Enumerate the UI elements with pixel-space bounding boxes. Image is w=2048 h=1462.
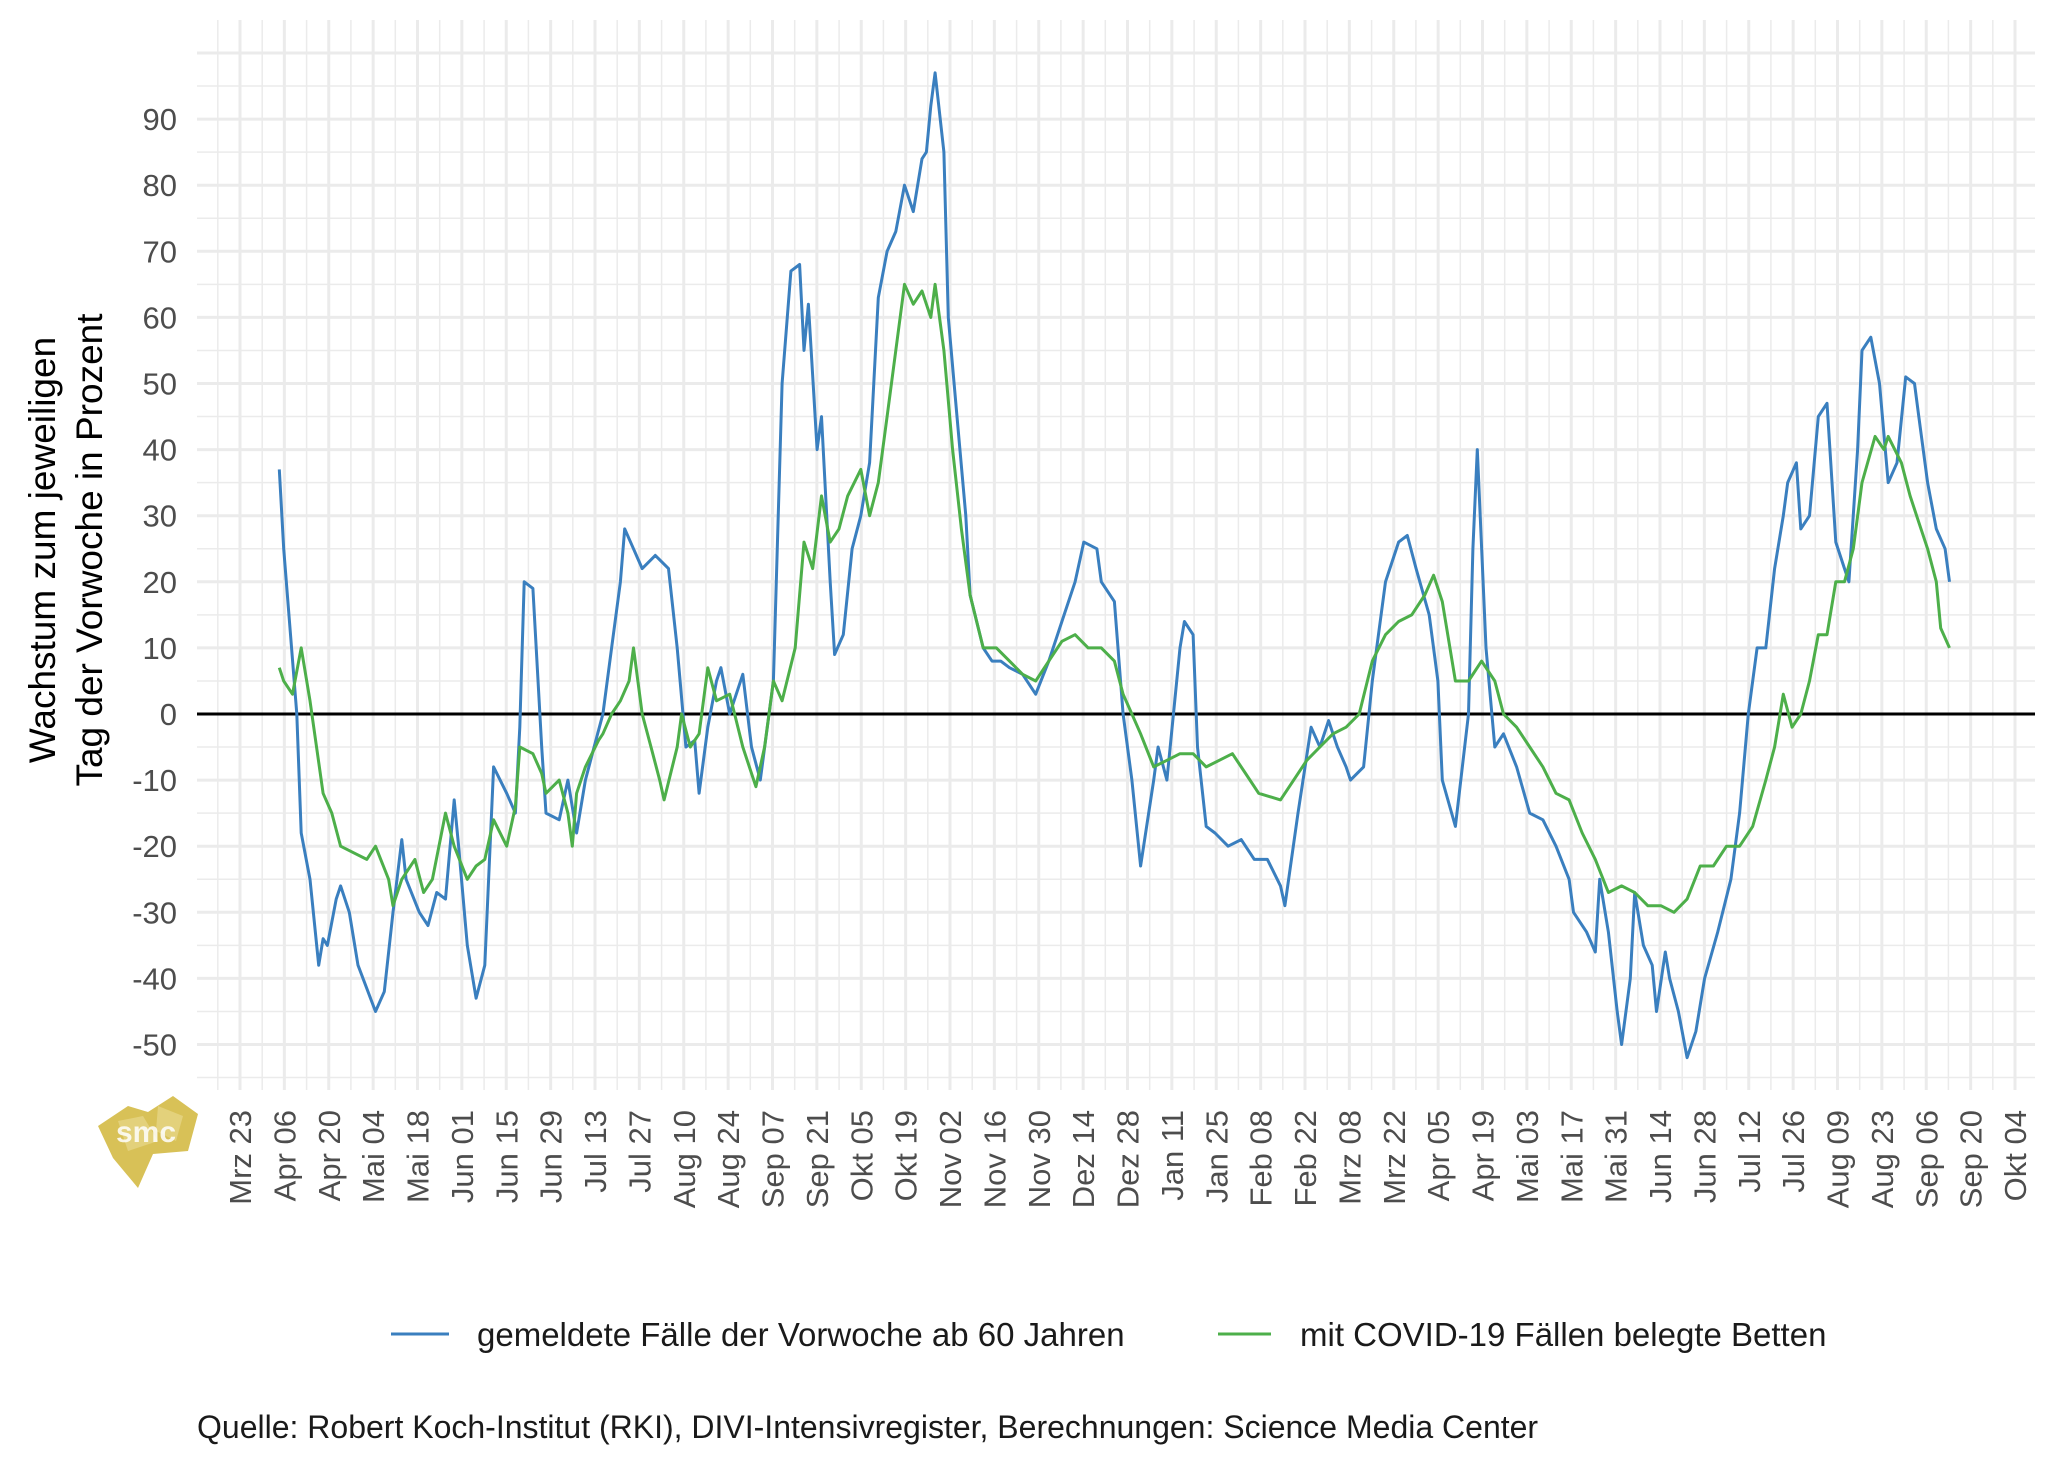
x-tick-label: Aug 24 [711, 1110, 746, 1208]
y-tick-label: 40 [143, 433, 177, 468]
x-tick-label: Dez 14 [1066, 1110, 1101, 1208]
x-tick-label: Apr 20 [312, 1110, 347, 1201]
x-tick-label: Sep 07 [756, 1110, 791, 1208]
logo-facet [156, 1106, 183, 1141]
x-tick-label: Jun 28 [1687, 1110, 1722, 1203]
y-tick-label: -10 [132, 763, 177, 798]
x-axis-ticks: Mrz 23 Apr 06 Apr 20 Mai 04 Mai 18 Jun 01 Jun … [223, 1110, 2033, 1208]
x-tick-label: Jun 14 [1643, 1110, 1678, 1203]
x-tick-label: Feb 22 [1288, 1110, 1323, 1207]
x-tick-label: Nov 16 [977, 1110, 1012, 1208]
logo-facet [118, 1116, 158, 1151]
y-tick-label: 50 [143, 367, 177, 402]
x-tick-label: Aug 10 [667, 1110, 702, 1208]
x-tick-label: Mrz 23 [223, 1110, 258, 1205]
smc-logo: smc [98, 1096, 198, 1188]
x-tick-label: Jun 15 [489, 1110, 524, 1203]
y-tick-label: 90 [143, 102, 177, 137]
series-lines [277, 71, 1951, 1060]
y-tick-label: -50 [132, 1028, 177, 1063]
x-tick-label: Mai 18 [401, 1110, 436, 1203]
x-tick-label: Sep 21 [800, 1110, 835, 1208]
y-axis-title-line-2: Tag der Vorwoche in Prozent [69, 313, 110, 787]
x-tick-label: Jan 11 [1155, 1110, 1190, 1201]
x-tick-label: Jan 25 [1199, 1110, 1234, 1203]
logo-text: smc [116, 1116, 176, 1149]
y-tick-label: 0 [160, 697, 177, 732]
x-tick-label: Okt 19 [889, 1110, 924, 1201]
source-caption: Quelle: Robert Koch-Institut (RKI), DIVI… [197, 1409, 1538, 1445]
x-tick-label: Mai 03 [1510, 1110, 1545, 1203]
y-axis-title-line-1: Wachstum zum jeweiligen [22, 337, 63, 763]
x-tick-label: Dez 28 [1111, 1110, 1146, 1208]
y-tick-label: 30 [143, 499, 177, 534]
x-tick-label: Jul 13 [578, 1110, 613, 1193]
y-tick-label: -30 [132, 895, 177, 930]
series-line-beds [277, 282, 1951, 914]
y-tick-label: 70 [143, 234, 177, 269]
x-tick-label: Jul 27 [622, 1110, 657, 1193]
grid-lines [197, 20, 2035, 1090]
x-tick-label: Aug 09 [1821, 1110, 1856, 1208]
y-axis-ticks: 90 80 70 60 50 40 30 20 10 0 -10 -20 -30 -40 -50 [132, 102, 177, 1062]
x-tick-label: Sep 06 [1909, 1110, 1944, 1208]
x-tick-label: Aug 23 [1865, 1110, 1900, 1208]
y-tick-label: 80 [143, 168, 177, 203]
x-tick-label: Okt 05 [844, 1110, 879, 1201]
x-tick-label: Feb 08 [1244, 1110, 1279, 1207]
y-tick-label: 60 [143, 300, 177, 335]
x-tick-label: Mai 04 [356, 1110, 391, 1203]
x-tick-label: Apr 05 [1421, 1110, 1456, 1201]
x-tick-label: Jun 29 [534, 1110, 569, 1203]
legend: gemeldete Fälle der Vorwoche ab 60 Jahre… [391, 1316, 1826, 1353]
x-tick-label: Mai 31 [1599, 1110, 1634, 1203]
x-tick-label: Apr 06 [267, 1110, 302, 1201]
x-tick-label: Mrz 22 [1377, 1110, 1412, 1205]
y-tick-label: -40 [132, 961, 177, 996]
x-tick-label: Jul 12 [1732, 1110, 1767, 1193]
x-tick-label: Jul 26 [1776, 1110, 1811, 1193]
y-tick-label: -20 [132, 829, 177, 864]
x-tick-label: Mrz 08 [1332, 1110, 1367, 1205]
series-line-cases [277, 71, 1951, 1060]
x-tick-label: Apr 19 [1466, 1110, 1501, 1201]
x-tick-label: Jun 01 [445, 1110, 480, 1203]
x-tick-label: Nov 02 [933, 1110, 968, 1208]
y-tick-label: 10 [143, 631, 177, 666]
y-tick-label: 20 [143, 565, 177, 600]
y-axis-title: Wachstum zum jeweiligen Tag der Vorwoche… [22, 313, 110, 787]
x-tick-label: Nov 30 [1022, 1110, 1057, 1208]
x-tick-label: Okt 04 [1998, 1110, 2033, 1201]
x-tick-label: Mai 17 [1554, 1110, 1589, 1203]
x-tick-label: Sep 20 [1954, 1110, 1989, 1208]
legend-label-cases: gemeldete Fälle der Vorwoche ab 60 Jahre… [477, 1316, 1125, 1353]
legend-label-beds: mit COVID-19 Fällen belegte Betten [1300, 1316, 1826, 1353]
